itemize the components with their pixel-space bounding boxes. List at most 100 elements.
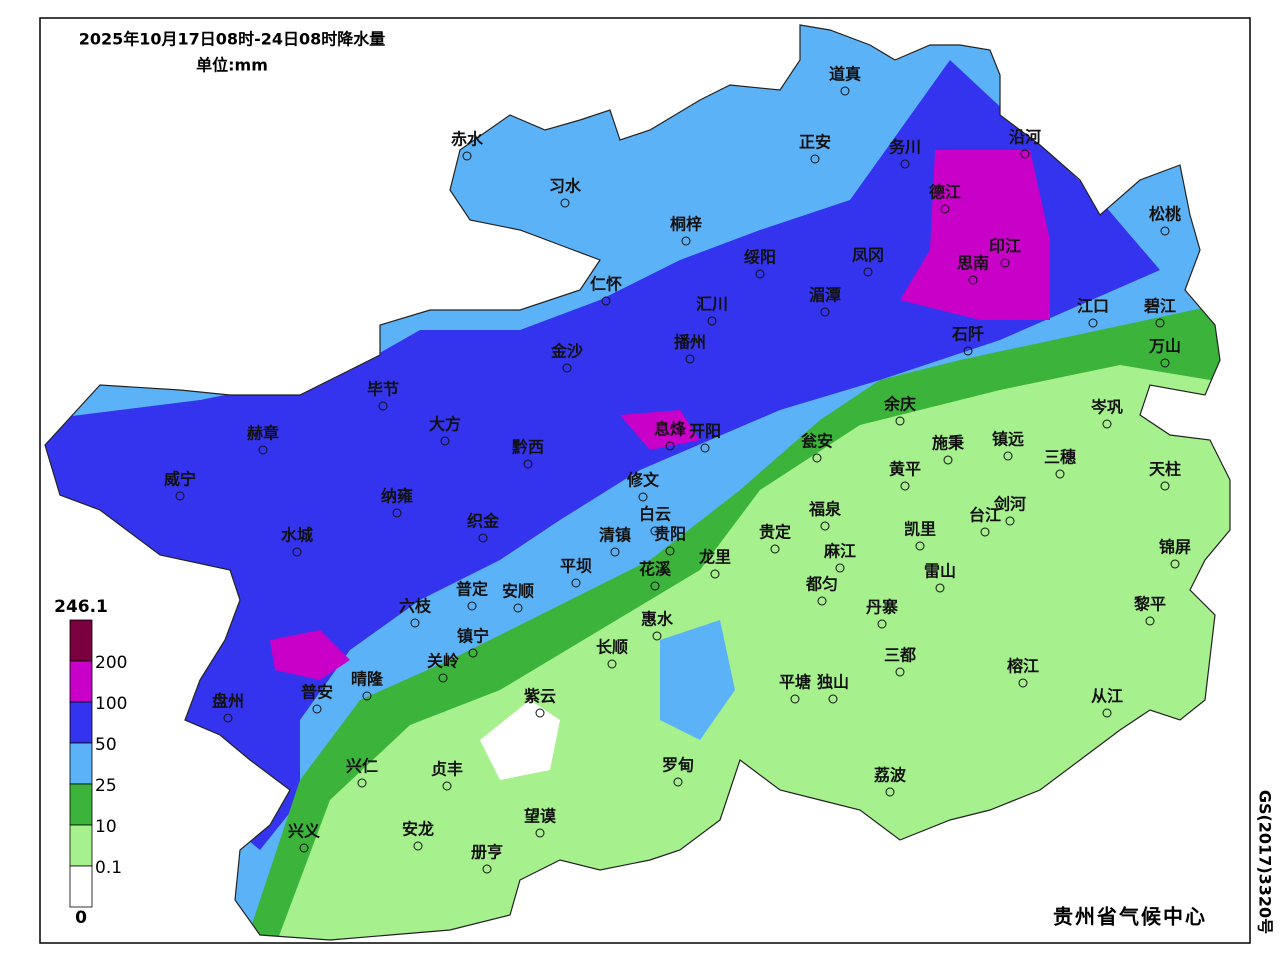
city-marker [1102, 419, 1112, 429]
city-label: 施秉 [932, 434, 965, 453]
city-marker [812, 453, 822, 463]
city-marker [820, 521, 830, 531]
city-label: 纳雍 [381, 487, 413, 506]
city-label: 惠水 [641, 610, 674, 629]
city-label: 思南 [957, 254, 989, 273]
city-marker [707, 316, 717, 326]
city-label: 晴隆 [351, 670, 384, 689]
zone-light-blue [660, 620, 735, 740]
legend-label: 100 [95, 694, 127, 714]
city-label: 印江 [989, 237, 1021, 256]
city-marker [900, 159, 910, 169]
city-label: 息烽 [654, 420, 687, 439]
city-label: 播州 [674, 333, 706, 352]
city-marker [1160, 226, 1170, 236]
city-marker [968, 275, 978, 285]
city-marker [571, 578, 581, 588]
city-label: 碧江 [1143, 297, 1176, 316]
city-label: 正安 [799, 133, 831, 152]
city-label: 平坝 [560, 557, 592, 576]
city-label: 锦屏 [1159, 538, 1191, 557]
city-marker [863, 267, 873, 277]
city-label: 兴义 [288, 822, 320, 841]
city-marker [1102, 708, 1112, 718]
city-label: 长顺 [596, 638, 628, 657]
city-label: 赤水 [451, 130, 484, 149]
city-marker [438, 673, 448, 683]
city-marker [357, 778, 367, 788]
city-label: 麻江 [823, 542, 856, 561]
city-marker [442, 781, 452, 791]
city-marker [673, 777, 683, 787]
legend-swatch [69, 742, 93, 785]
city-marker [223, 713, 233, 723]
city-label: 镇宁 [457, 627, 489, 646]
city-label: 万山 [1148, 337, 1181, 356]
city-marker [175, 491, 185, 501]
city-label: 大方 [429, 415, 461, 434]
city-marker [935, 583, 945, 593]
city-marker [440, 436, 450, 446]
city-marker [468, 648, 478, 658]
city-marker [665, 441, 675, 451]
city-marker [638, 492, 648, 502]
city-marker [980, 527, 990, 537]
city-label: 紫云 [524, 687, 556, 706]
city-label: 安顺 [502, 582, 534, 601]
city-marker [652, 631, 662, 641]
legend-swatch [69, 865, 93, 908]
legend-swatch [69, 824, 93, 867]
city-marker [410, 618, 420, 628]
city-label: 花溪 [639, 560, 672, 579]
legend-label: 25 [95, 776, 117, 796]
city-label: 福泉 [808, 500, 842, 519]
city-label: 仁怀 [590, 275, 622, 294]
city-label: 从江 [1091, 687, 1123, 706]
city-marker [462, 151, 472, 161]
legend: 246.1 200 100 50 25 10 0.1 0 [54, 597, 127, 928]
city-marker [915, 541, 925, 551]
city-marker [665, 546, 675, 556]
title: 2025年10月17日08时-24日08时降水量 [79, 30, 386, 49]
city-marker [392, 508, 402, 518]
city-label: 沿河 [1009, 128, 1041, 147]
city-label: 赫章 [247, 424, 279, 443]
zone-magenta [620, 410, 700, 450]
legend-swatch [69, 619, 93, 662]
legend-swatch [69, 660, 93, 703]
city-label: 白云 [639, 505, 671, 524]
legend-max: 246.1 [54, 597, 108, 617]
city-marker [535, 828, 545, 838]
legend-swatch [69, 701, 93, 744]
city-marker [885, 787, 895, 797]
city-marker [607, 659, 617, 669]
city-marker [312, 704, 322, 714]
city-marker [362, 691, 372, 701]
city-marker [1020, 149, 1030, 159]
city-label: 罗甸 [662, 756, 694, 775]
approval-number: GS(2017)3320号 [1256, 790, 1275, 934]
city-label: 桐梓 [670, 215, 702, 234]
city-label: 黎平 [1134, 595, 1166, 614]
city-label: 黔西 [512, 438, 544, 457]
city-marker [1003, 451, 1013, 461]
city-marker [1170, 559, 1180, 569]
city-marker [790, 694, 800, 704]
city-marker [1145, 616, 1155, 626]
city-marker [513, 603, 523, 613]
city-marker [700, 443, 710, 453]
city-marker [299, 843, 309, 853]
city-label: 贵定 [759, 523, 791, 542]
city-label: 兴仁 [346, 757, 378, 776]
city-label: 荔波 [873, 766, 907, 785]
city-label: 德江 [929, 183, 961, 202]
city-marker [292, 547, 302, 557]
city-marker [560, 198, 570, 208]
city-marker [820, 307, 830, 317]
city-marker [1088, 318, 1098, 328]
city-label: 榕江 [1007, 657, 1039, 676]
city-label: 雷山 [924, 562, 956, 581]
city-marker [535, 708, 545, 718]
legend-swatch [69, 783, 93, 826]
legend-label: 200 [95, 653, 127, 673]
